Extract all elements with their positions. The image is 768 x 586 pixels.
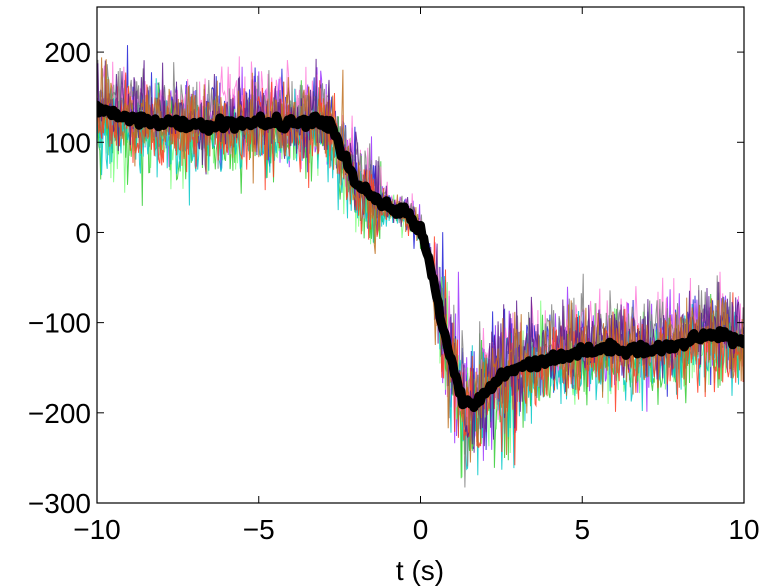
mean-trace: [97, 100, 744, 412]
x-axis-label: t (s): [396, 555, 444, 586]
y-tick-label: −300: [28, 488, 91, 519]
y-tick-label: 100: [44, 127, 91, 158]
plot-background: [97, 7, 744, 503]
y-tick-labels: −300 −200 −100 0 100 200: [28, 37, 91, 519]
y-tick-label: −200: [28, 398, 91, 429]
x-tick-label: 10: [728, 514, 759, 545]
x-tick-label: 5: [574, 514, 590, 545]
y-tick-label: 200: [44, 37, 91, 68]
x-tick-labels: −10 −5 0 5 10: [73, 514, 759, 545]
mean-trace-group: [97, 100, 744, 412]
x-tick-label: −10: [73, 514, 121, 545]
y-tick-label: 0: [75, 217, 91, 248]
tick-marks: [96, 7, 745, 504]
y-tick-label: −100: [28, 308, 91, 339]
x-tick-label: 0: [413, 514, 429, 545]
x-tick-label: −5: [243, 514, 275, 545]
